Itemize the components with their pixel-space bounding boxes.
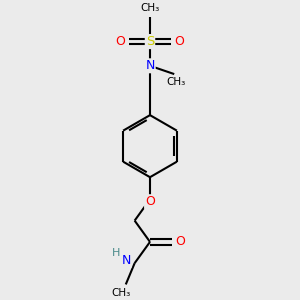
Text: O: O — [145, 195, 155, 208]
Text: O: O — [116, 35, 125, 48]
Text: O: O — [175, 35, 184, 48]
Text: CH₃: CH₃ — [112, 288, 131, 298]
Text: S: S — [146, 35, 154, 48]
Text: CH₃: CH₃ — [166, 77, 185, 87]
Text: CH₃: CH₃ — [140, 3, 160, 13]
Text: N: N — [122, 254, 131, 267]
Text: O: O — [176, 236, 185, 248]
Text: H: H — [112, 248, 121, 258]
Text: N: N — [145, 59, 155, 72]
